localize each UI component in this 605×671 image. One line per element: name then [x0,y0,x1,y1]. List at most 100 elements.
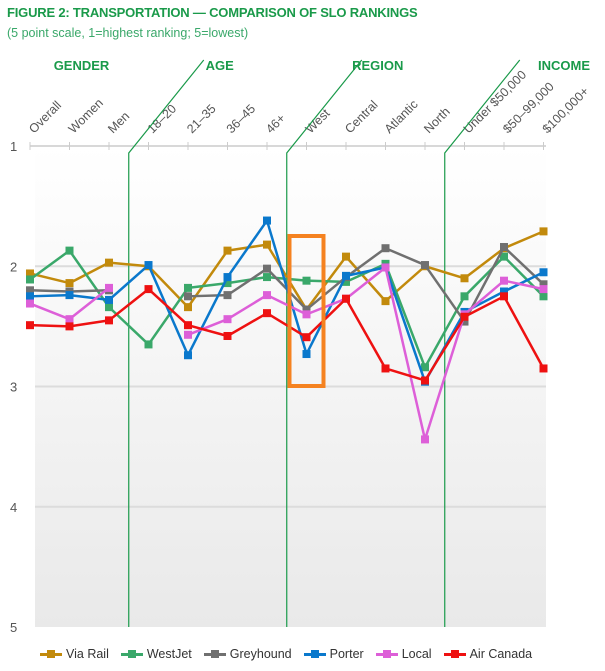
data-point [539,268,548,277]
data-point [263,216,271,225]
group-label: GENDER [54,58,110,73]
data-point [26,321,34,330]
data-point [184,321,192,330]
legend-label: WestJet [146,647,192,661]
data-point [26,275,34,284]
data-point [500,292,508,301]
data-point [302,276,311,285]
legend-item: Local [375,647,432,661]
y-tick-label: 4 [10,500,17,515]
data-point [302,333,311,342]
x-tick-label: 46+ [263,111,288,136]
legend-item: Via Rail [40,647,109,661]
data-point [342,294,350,303]
group-label: AGE [206,58,235,73]
legend-item: Air Canada [443,647,533,661]
series-line [29,287,545,382]
data-point [184,283,192,292]
data-point [500,243,508,252]
data-point [65,279,74,288]
x-tick-label: Men [105,109,132,136]
legend-swatch [203,649,226,658]
series-line [187,266,544,441]
data-point [421,376,429,385]
y-tick-label: 5 [10,620,17,635]
group-divider [286,59,363,627]
data-point [500,276,508,285]
data-point [105,295,113,304]
data-point [381,364,390,373]
data-point [539,227,548,236]
data-point [302,350,311,359]
data-point [460,312,469,321]
x-tick-label: 21–35 [184,102,219,137]
data-point [460,317,469,326]
chart-title: FIGURE 2: TRANSPORTATION — COMPARISON OF… [7,5,418,20]
data-point [302,305,311,314]
data-point [105,283,113,292]
legend-swatch [303,649,326,658]
data-point [421,261,429,270]
x-tick-label: Women [66,96,106,136]
data-point [263,273,271,282]
data-point [381,244,390,253]
data-point [421,363,429,372]
legend: Via Rail WestJet Greyhound Porter Local Air C… [40,647,532,661]
data-point [65,315,74,324]
highlight-box [287,234,326,388]
data-point [26,299,34,308]
data-point [302,310,311,319]
series-air-canada [26,285,548,385]
legend-label: Via Rail [66,647,109,661]
y-tick-label: 3 [10,380,17,395]
legend-label: Greyhound [229,647,292,661]
data-point [65,246,74,255]
data-point [421,435,429,444]
x-tick-label: Central [342,98,380,136]
data-point [223,279,232,288]
data-point [26,286,34,295]
data-point [263,291,271,300]
data-point [460,292,469,301]
data-point [223,273,232,282]
legend-item: WestJet [120,647,192,661]
legend-label: Porter [329,647,364,661]
data-point [26,292,34,301]
data-point [263,240,271,249]
y-tick-label: 1 [10,139,17,154]
chart-subtitle: (5 point scale, 1=highest ranking; 5=low… [7,26,249,40]
data-point [500,252,508,261]
group-label: INCOME [538,58,590,73]
data-point [223,315,232,324]
data-point [460,274,469,283]
series-line [29,219,545,383]
data-point [144,261,153,270]
series-line [29,230,544,311]
x-tick-label: 36–45 [224,102,259,137]
data-point [26,269,34,278]
data-point [342,271,350,280]
data-point [263,309,271,318]
data-point [65,322,74,331]
data-point [65,291,74,300]
y-tick-label: 2 [10,259,17,274]
x-tick-label: Overall [26,98,64,136]
data-point [184,351,192,360]
data-point [105,316,113,325]
data-point [105,303,113,312]
data-point [223,246,232,255]
data-point [342,252,350,261]
legend-swatch [375,649,398,658]
legend-item: Greyhound [203,647,292,661]
group-label: REGION [352,58,403,73]
series-line [187,245,545,323]
data-point [381,263,390,272]
x-tick-label: West [303,106,333,136]
x-tick-label: North [421,105,453,137]
legend-swatch [120,649,143,658]
legend-label: Air Canada [469,647,533,661]
legend-item: Porter [303,647,364,661]
series-line [29,249,545,369]
data-point [539,280,548,289]
